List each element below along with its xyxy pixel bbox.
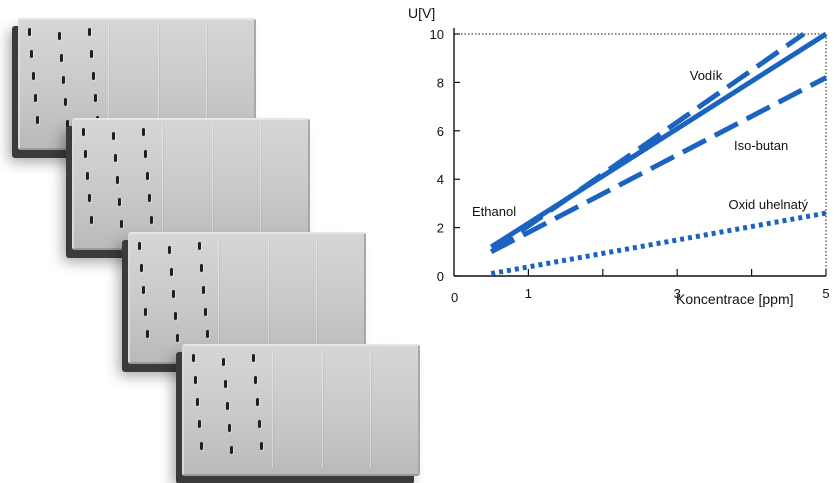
vent-slot bbox=[194, 376, 197, 384]
series-line bbox=[490, 210, 827, 277]
x-tick-label: 3 bbox=[674, 286, 681, 301]
vent-slot bbox=[142, 128, 145, 136]
vent-slot bbox=[60, 54, 63, 62]
vent-slot bbox=[172, 290, 175, 298]
vent-slot bbox=[148, 194, 151, 202]
vent-slot bbox=[204, 308, 207, 316]
vent-slot bbox=[224, 380, 227, 388]
vent-slot bbox=[64, 98, 67, 106]
vent-slot bbox=[168, 246, 171, 254]
origin-label: 0 bbox=[451, 290, 458, 305]
vent-slot bbox=[192, 354, 195, 362]
vent-slot bbox=[94, 94, 97, 102]
vent-slot bbox=[88, 28, 91, 36]
vent-slot bbox=[116, 176, 119, 184]
x-tick-label: 1 bbox=[525, 286, 532, 301]
vent-slot bbox=[138, 242, 141, 250]
vent-slot bbox=[222, 358, 225, 366]
vent-slot bbox=[170, 268, 173, 276]
vent-slot bbox=[142, 286, 145, 294]
vent-slot bbox=[150, 216, 153, 224]
vent-slot bbox=[30, 50, 33, 58]
vent-slot bbox=[34, 94, 37, 102]
vent-slot bbox=[90, 216, 93, 224]
vent-slot bbox=[198, 242, 201, 250]
vent-slot bbox=[230, 446, 233, 454]
y-tick-label: 2 bbox=[437, 221, 444, 236]
vent-slot bbox=[88, 194, 91, 202]
y-tick-label: 0 bbox=[437, 269, 444, 284]
y-tick-label: 10 bbox=[430, 27, 444, 42]
vent-slot bbox=[226, 402, 229, 410]
vent-slot bbox=[176, 334, 179, 342]
vent-slot bbox=[144, 150, 147, 158]
vent-slot bbox=[120, 220, 123, 228]
x-axis-title: Koncentrace [ppm] bbox=[676, 291, 794, 307]
series-line bbox=[489, 31, 828, 250]
x-tick-label: 5 bbox=[822, 286, 829, 301]
vent-slot bbox=[252, 354, 255, 362]
vent-slot bbox=[62, 76, 65, 84]
sensor-panel-divider bbox=[272, 350, 274, 468]
sensitivity-chart: U[V] Koncentrace [ppm] 0 0 2 4 6 8 10 1 3 5 Vodík… bbox=[408, 5, 830, 307]
series-label: Iso-butan bbox=[734, 138, 788, 153]
sensor-panel-divider bbox=[316, 238, 318, 356]
vent-slot bbox=[196, 398, 199, 406]
y-tick-label: 8 bbox=[437, 75, 444, 90]
sensor-panel-divider bbox=[108, 24, 110, 142]
gas-sensor-module bbox=[182, 344, 420, 476]
sensor-panel-divider bbox=[162, 124, 164, 242]
vent-slot bbox=[146, 172, 149, 180]
y-tick-label: 6 bbox=[437, 124, 444, 139]
vent-slot bbox=[200, 442, 203, 450]
series-line bbox=[490, 75, 828, 255]
vent-slot bbox=[202, 286, 205, 294]
sensor-panel-divider bbox=[260, 124, 262, 242]
vent-slot bbox=[258, 420, 261, 428]
vent-slot bbox=[228, 424, 231, 432]
sensor-panel-divider bbox=[206, 24, 208, 142]
sensor-panel-divider bbox=[212, 124, 214, 242]
vent-slot bbox=[84, 150, 87, 158]
vent-slot bbox=[254, 376, 257, 384]
vent-slot bbox=[206, 330, 209, 338]
vent-slot bbox=[260, 442, 263, 450]
series-line bbox=[489, 31, 806, 254]
vent-slot bbox=[256, 398, 259, 406]
vent-slot bbox=[112, 132, 115, 140]
vent-slot bbox=[140, 264, 143, 272]
vent-slot bbox=[28, 28, 31, 36]
gas-sensor-module bbox=[128, 232, 366, 364]
y-tick-label: 4 bbox=[437, 172, 444, 187]
vent-slot bbox=[200, 264, 203, 272]
vent-slot bbox=[36, 116, 39, 124]
vent-slot bbox=[114, 154, 117, 162]
vent-slot bbox=[82, 128, 85, 136]
vent-slot bbox=[144, 308, 147, 316]
vent-slot bbox=[174, 312, 177, 320]
sensor-panel-divider bbox=[370, 350, 372, 468]
vent-slot bbox=[90, 50, 93, 58]
series-label: Vodík bbox=[690, 68, 723, 83]
gas-sensor-module bbox=[72, 118, 310, 250]
vent-slot bbox=[92, 72, 95, 80]
y-axis-title: U[V] bbox=[408, 5, 435, 21]
vent-slot bbox=[198, 420, 201, 428]
sensor-panel-divider bbox=[322, 350, 324, 468]
series-label: Oxid uhelnatý bbox=[729, 197, 809, 212]
vent-slot bbox=[32, 72, 35, 80]
series-label: Ethanol bbox=[472, 204, 516, 219]
vent-slot bbox=[58, 32, 61, 40]
vent-slot bbox=[146, 330, 149, 338]
sensor-panel-divider bbox=[158, 24, 160, 142]
sensor-panel-divider bbox=[218, 238, 220, 356]
vent-slot bbox=[86, 172, 89, 180]
sensor-panel-divider bbox=[268, 238, 270, 356]
vent-slot bbox=[66, 120, 69, 128]
vent-slot bbox=[118, 198, 121, 206]
